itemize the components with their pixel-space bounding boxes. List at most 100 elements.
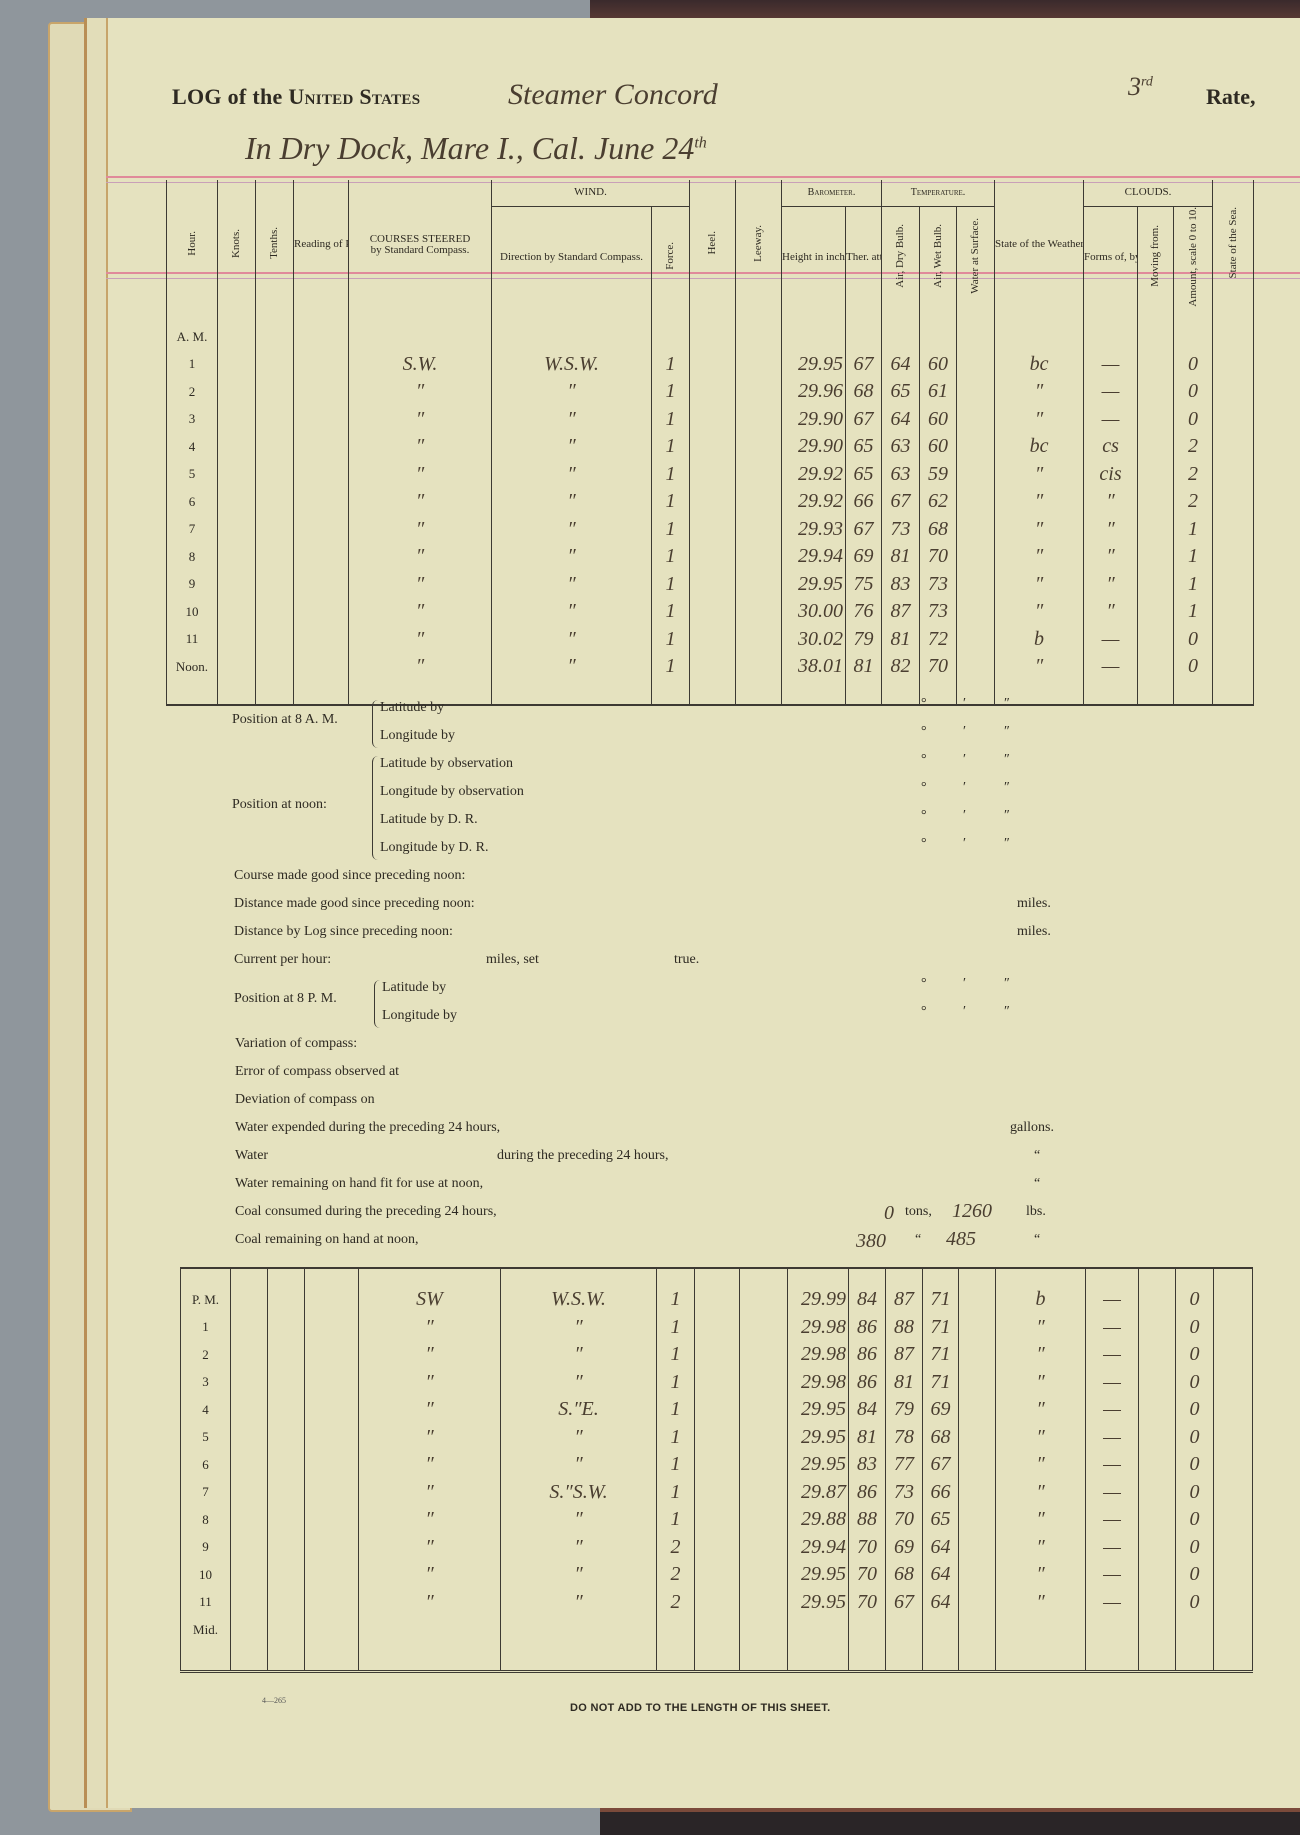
position-label-coal-consumed: Coal consumed during the preceding 24 ho… (235, 1204, 497, 1219)
cell-empty (958, 1506, 996, 1534)
table-row: 3 ″ ″ 1 29.90 67 64 60 ″ —0 (166, 405, 1255, 434)
cell-height: 29.88 (787, 1506, 849, 1534)
cell-height: 29.99 (787, 1286, 849, 1314)
cell-dry: 78 (885, 1423, 923, 1451)
cell-amount: 0 (1175, 1396, 1214, 1424)
cell-forms: — (1085, 1533, 1139, 1561)
position-label-water: Water (235, 1148, 269, 1163)
position-label-long-obs: Longitude by observation (380, 784, 524, 799)
title-prefix: LOG of the (172, 84, 283, 109)
cell-empty (694, 1396, 740, 1424)
cell-hour: 10 (166, 598, 218, 626)
position-label-lat-dr: Latitude by D. R. (380, 812, 478, 827)
cell-direction: S.″S.W. (500, 1478, 657, 1506)
cell-empty (217, 433, 256, 461)
cell-hour: P. M. (180, 1286, 231, 1314)
cell-forms (1083, 323, 1138, 351)
cell-course: ″ (348, 515, 492, 544)
cell-empty (694, 1341, 740, 1369)
coal-value: 380 (856, 1230, 886, 1252)
cell-height (787, 1616, 849, 1644)
cell-empty (958, 1533, 996, 1561)
cell-empty (1212, 350, 1255, 379)
cell-force: 1 (651, 570, 690, 599)
cell-empty (689, 570, 736, 599)
position-label-long-dr: Longitude by D. R. (380, 840, 489, 855)
cell-empty (735, 488, 782, 516)
cell-empty (304, 1313, 359, 1341)
col-amount: Amount, scale 0 to 10. (1173, 206, 1214, 310)
cell-dry: 81 (881, 543, 920, 571)
cell-forms: — (1083, 378, 1138, 406)
coal-value: 1260 (952, 1200, 992, 1222)
cell-forms: — (1085, 1341, 1139, 1369)
cell-course: ″ (358, 1506, 501, 1534)
position-label-tons: tons, (905, 1204, 932, 1219)
cell-ther: 86 (848, 1313, 886, 1341)
cell-height: 29.90 (781, 405, 846, 434)
cell-height: 29.95 (787, 1423, 849, 1451)
cell-empty (304, 1533, 359, 1561)
cell-dry: 63 (881, 460, 920, 489)
cell-dry: 87 (885, 1341, 923, 1369)
cell-force: 1 (651, 350, 690, 379)
cell-empty (1137, 653, 1174, 681)
cell-course: ″ (348, 625, 492, 654)
cell-empty (1138, 1506, 1176, 1534)
cell-empty (293, 323, 349, 351)
cell-force: 1 (651, 543, 690, 571)
cell-forms: ″ (1083, 543, 1138, 571)
cell-force: 1 (656, 1451, 695, 1479)
cell-weather: ″ (995, 1451, 1086, 1479)
cell-empty (958, 1368, 996, 1396)
table-row: 5 ″ ″ 1 29.95 81 78 68 ″ —0 (180, 1423, 1253, 1451)
cell-force: 1 (656, 1313, 695, 1341)
table-row: 11 ″ ″ 2 29.95 70 67 64 ″ —0 (180, 1588, 1253, 1616)
am-log-table: Hour. Knots. Tenths. Reading of Patent L… (166, 180, 1255, 706)
cell-dry (881, 323, 920, 351)
cell-amount: 2 (1173, 460, 1213, 489)
cell-empty (1138, 1533, 1176, 1561)
cell-empty (735, 625, 782, 654)
cell-weather: ″ (994, 543, 1084, 571)
cell-hour: 1 (180, 1313, 231, 1341)
cell-hour: 3 (166, 405, 218, 434)
cell-empty (689, 350, 736, 379)
cell-empty (956, 323, 995, 351)
position-label-water-expended: Water expended during the preceding 24 h… (235, 1120, 501, 1135)
cell-forms: — (1085, 1286, 1139, 1314)
position-label-variation: Variation of compass: (235, 1036, 358, 1051)
cell-course: ″ (358, 1313, 501, 1341)
position-label-gallons: gallons. (1010, 1120, 1054, 1135)
col-leeway: Leeway. (735, 180, 782, 310)
minute-mark: ′ (963, 808, 967, 823)
cell-amount: 0 (1173, 378, 1213, 406)
cell-empty (304, 1286, 359, 1314)
cell-dry: 69 (885, 1533, 923, 1561)
cell-force: 1 (651, 515, 690, 544)
cell-empty (694, 1286, 740, 1314)
cell-hour: 11 (180, 1588, 231, 1616)
cell-dry: 68 (885, 1561, 923, 1589)
cell-empty (1213, 1341, 1253, 1369)
position-label-water-remaining: Water remaining on hand fit for use at n… (235, 1176, 484, 1191)
cell-weather: bc (994, 350, 1084, 379)
cell-empty (956, 460, 995, 489)
cell-hour: A. M. (166, 323, 218, 351)
cell-empty (304, 1396, 359, 1424)
cell-wet (919, 323, 957, 351)
cell-ther: 86 (848, 1478, 886, 1506)
cell-empty (956, 350, 995, 379)
col-air-dry: Air, Dry Bulb. (881, 206, 920, 310)
rate-suffix: rd (1141, 74, 1153, 90)
cell-weather: bc (994, 433, 1084, 461)
cell-course: ″ (348, 598, 492, 626)
cell-forms: — (1085, 1368, 1139, 1396)
position-label-lat-obs: Latitude by observation (380, 756, 513, 771)
cell-empty (230, 1423, 268, 1451)
cell-wet: 60 (919, 350, 957, 379)
cell-empty (739, 1396, 788, 1424)
cell-wet: 67 (922, 1451, 959, 1479)
cell-empty (293, 570, 349, 599)
cell-empty (304, 1506, 359, 1534)
